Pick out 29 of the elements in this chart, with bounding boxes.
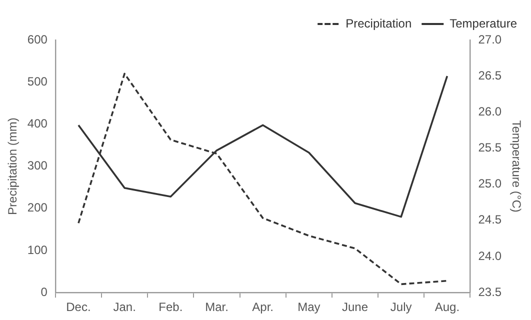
y2-tick-label: 26.5 <box>478 68 502 82</box>
x-tick-label: Aug. <box>434 300 460 314</box>
x-tick-label: July <box>390 300 412 314</box>
x-tick-label: Dec. <box>66 300 91 314</box>
x-tick-label: Feb. <box>158 300 183 314</box>
legend-label: Temperature <box>450 16 518 30</box>
y2-tick-label: 24.0 <box>478 248 502 263</box>
x-tick-label: June <box>342 300 368 314</box>
y-tick-label: 100 <box>27 242 48 257</box>
y2-tick-label: 25.5 <box>478 140 502 155</box>
y-tick-label: 400 <box>27 116 48 131</box>
y2-tick-label: 26.0 <box>478 104 502 118</box>
x-tick-label: Mar. <box>205 300 228 314</box>
y-tick-label: 0 <box>40 284 48 299</box>
x-tick-label: May <box>298 300 320 314</box>
y-tick-label: 500 <box>27 74 48 88</box>
y2-tick-label: 25.0 <box>478 176 502 191</box>
y-axis-title: Precipitation (mm) <box>6 118 20 215</box>
x-tick-label: Apr. <box>252 300 274 314</box>
y-tick-label: 200 <box>27 200 48 215</box>
y-tick-label: 300 <box>27 158 48 173</box>
legend-label: Precipitation <box>346 16 412 30</box>
line-series <box>78 72 448 286</box>
y2-axis-title: Temperature (°C) <box>509 120 524 212</box>
y2-tick-label: 23.5 <box>478 284 502 299</box>
x-tick-label: Jan. <box>113 300 136 314</box>
y2-tick-label: 24.5 <box>478 212 502 227</box>
y2-tick-label: 27.0 <box>478 32 502 46</box>
y-tick-label: 600 <box>27 32 48 46</box>
